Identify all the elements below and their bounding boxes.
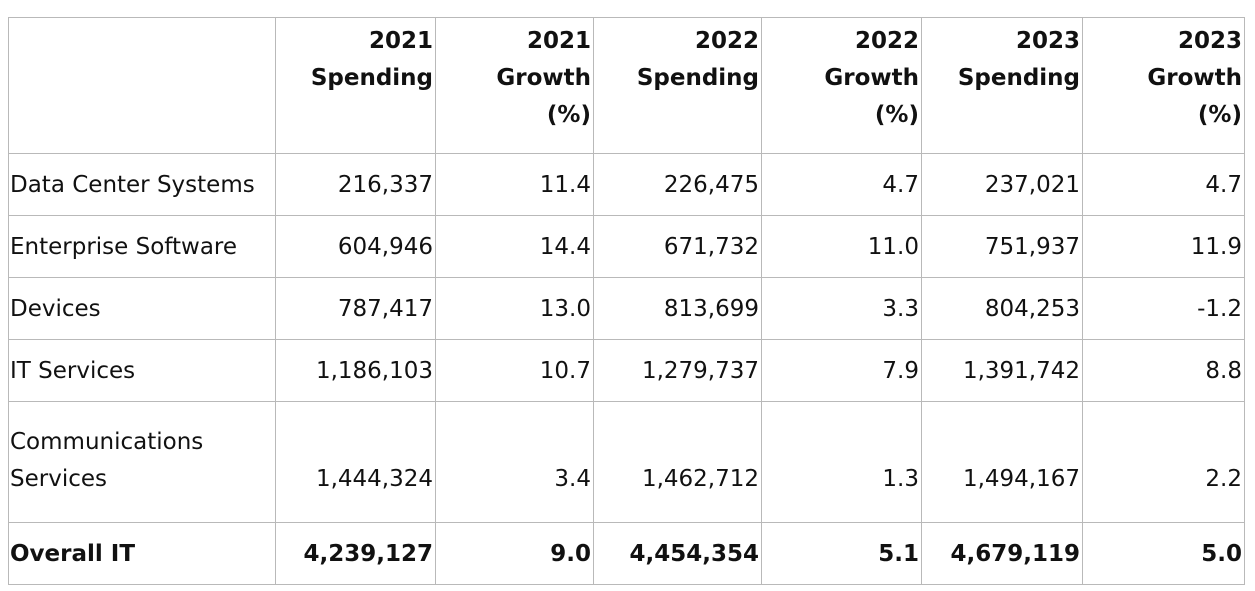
table-cell: 4.7 xyxy=(1082,153,1245,216)
header-cell-2021-spending: 2021 Spending xyxy=(275,17,436,154)
header-cell-2023-growth: 2023 Growth (%) xyxy=(1082,17,1245,154)
table-cell: 1,494,167 xyxy=(921,401,1083,523)
row-label: Overall IT xyxy=(8,522,276,585)
header-cell-2022-growth: 2022 Growth (%) xyxy=(761,17,922,154)
row-label: Devices xyxy=(8,277,276,340)
header-cell-2022-spending: 2022 Spending xyxy=(593,17,762,154)
table-cell: 216,337 xyxy=(275,153,436,216)
table-cell: 1,279,737 xyxy=(593,339,762,402)
table-cell: 8.8 xyxy=(1082,339,1245,402)
table-cell: 4,679,119 xyxy=(921,522,1083,585)
it-spending-table: 2021 Spending 2021 Growth (%) 2022 Spend… xyxy=(8,17,1245,585)
header-cell-blank xyxy=(8,17,276,154)
table-cell: 7.9 xyxy=(761,339,922,402)
table-row: Devices 787,417 13.0 813,699 3.3 804,253… xyxy=(8,277,1245,340)
table-cell: 804,253 xyxy=(921,277,1083,340)
table-cell: -1.2 xyxy=(1082,277,1245,340)
table-cell: 4,239,127 xyxy=(275,522,436,585)
table-row: Data Center Systems 216,337 11.4 226,475… xyxy=(8,153,1245,216)
table-cell: 226,475 xyxy=(593,153,762,216)
table-cell: 671,732 xyxy=(593,215,762,278)
table-cell: 751,937 xyxy=(921,215,1083,278)
table-cell: 14.4 xyxy=(435,215,594,278)
total-row: Overall IT 4,239,127 9.0 4,454,354 5.1 4… xyxy=(8,522,1245,585)
row-label: IT Services xyxy=(8,339,276,402)
table-cell: 11.4 xyxy=(435,153,594,216)
table-cell: 10.7 xyxy=(435,339,594,402)
table-cell: 5.0 xyxy=(1082,522,1245,585)
table-row: IT Services 1,186,103 10.7 1,279,737 7.9… xyxy=(8,339,1245,402)
table-cell: 5.1 xyxy=(761,522,922,585)
table-cell: 1.3 xyxy=(761,401,922,523)
header-cell-2023-spending: 2023 Spending xyxy=(921,17,1083,154)
header-cell-2021-growth: 2021 Growth (%) xyxy=(435,17,594,154)
table-row: Communications Services 1,444,324 3.4 1,… xyxy=(8,401,1245,523)
table-cell: 9.0 xyxy=(435,522,594,585)
table-cell: 604,946 xyxy=(275,215,436,278)
row-label: Communications Services xyxy=(8,401,276,523)
table-cell: 2.2 xyxy=(1082,401,1245,523)
table-cell: 1,186,103 xyxy=(275,339,436,402)
row-label: Data Center Systems xyxy=(8,153,276,216)
table-cell: 3.3 xyxy=(761,277,922,340)
table-row: Enterprise Software 604,946 14.4 671,732… xyxy=(8,215,1245,278)
row-label: Enterprise Software xyxy=(8,215,276,278)
header-row: 2021 Spending 2021 Growth (%) 2022 Spend… xyxy=(8,17,1245,154)
table-cell: 237,021 xyxy=(921,153,1083,216)
table-cell: 13.0 xyxy=(435,277,594,340)
table-cell: 4.7 xyxy=(761,153,922,216)
table-cell: 787,417 xyxy=(275,277,436,340)
table-cell: 3.4 xyxy=(435,401,594,523)
table-cell: 1,391,742 xyxy=(921,339,1083,402)
table-cell: 813,699 xyxy=(593,277,762,340)
table-cell: 1,444,324 xyxy=(275,401,436,523)
table-cell: 11.0 xyxy=(761,215,922,278)
table-cell: 4,454,354 xyxy=(593,522,762,585)
table-cell: 1,462,712 xyxy=(593,401,762,523)
table-cell: 11.9 xyxy=(1082,215,1245,278)
